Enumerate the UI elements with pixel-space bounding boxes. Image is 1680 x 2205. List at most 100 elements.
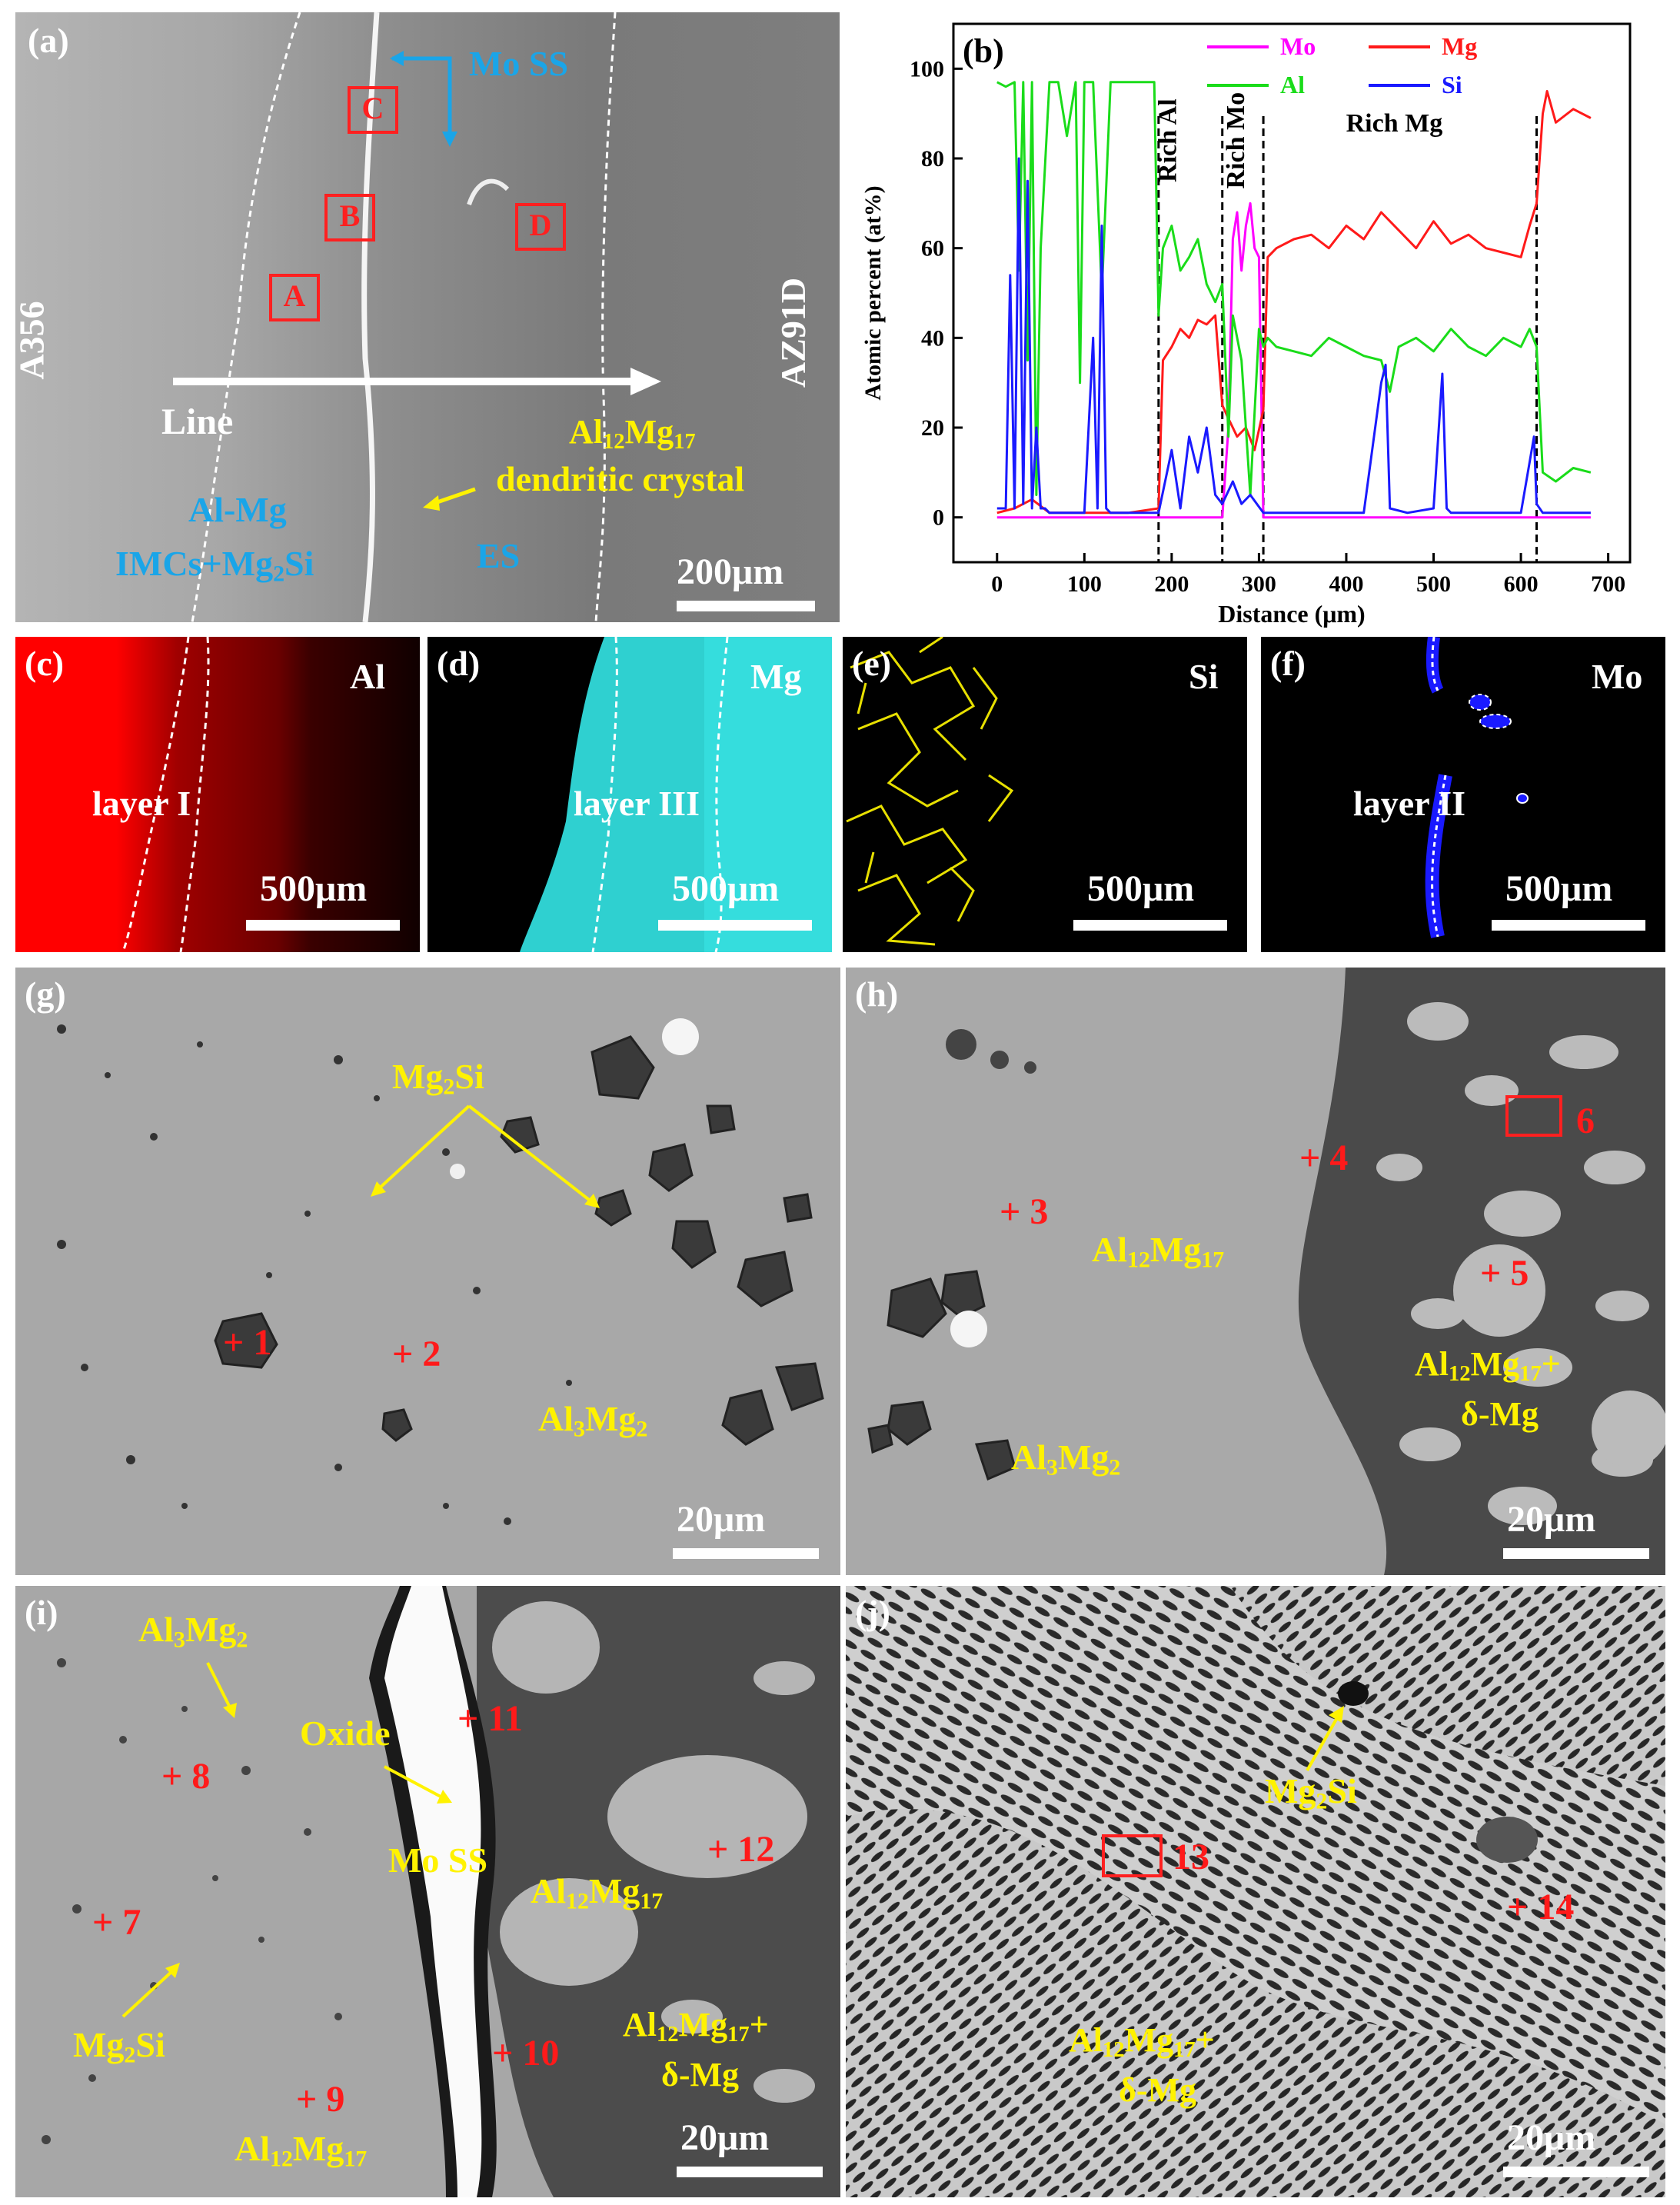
right-material-label: AZ91D xyxy=(773,277,813,388)
panel-i-oxide-label: Oxide xyxy=(300,1714,391,1753)
panel-a-background xyxy=(15,12,840,622)
series-line-si xyxy=(996,157,1591,515)
panel-c-scale-bar xyxy=(246,920,400,931)
panel-h-label: (h) xyxy=(855,974,899,1014)
point-13: 13 xyxy=(1173,1837,1209,1877)
panel-g-sem-image: (g) Mg2Si + 1 + 2 Al3Mg2 20μm xyxy=(15,968,840,1575)
panel-e-map xyxy=(846,637,1014,946)
point-8: + 8 xyxy=(161,1756,211,1797)
panel-c-element: Al xyxy=(350,657,385,696)
point-6: 6 xyxy=(1576,1101,1595,1141)
panel-h-eutectic-line2: δ-Mg xyxy=(1461,1395,1539,1433)
panel-j-mg2si-label: Mg2Si xyxy=(1265,1771,1357,1814)
panel-f-mo-map: (f) Mo layer II 500μm xyxy=(1261,637,1665,952)
panel-c-label: (c) xyxy=(25,644,65,683)
point-2: + 2 xyxy=(392,1334,441,1374)
panel-g-label: (g) xyxy=(25,974,66,1014)
left-material-label: A356 xyxy=(15,301,52,380)
panel-i-al12mg17-right: Al12Mg17 xyxy=(531,1871,664,1914)
box-b: B xyxy=(324,194,375,241)
imcs-mg2si-label: IMCs+Mg2Si xyxy=(115,544,314,587)
es-label: ES xyxy=(477,536,521,575)
x-tick-label-4: 400 xyxy=(1329,571,1363,597)
x-tick-label-0: 0 xyxy=(991,571,1003,597)
panel-f-scale-bar xyxy=(1492,920,1645,931)
panel-h-eutectic-line1: Al12Mg17+ xyxy=(1415,1345,1561,1387)
point-11: + 11 xyxy=(457,1698,523,1739)
point-9: + 9 xyxy=(296,2079,345,2120)
panel-d-mg-map: (d) Mg layer III 500μm xyxy=(427,637,832,952)
legend-label-mg: Mg xyxy=(1442,32,1477,60)
panel-i-mo-ss-label: Mo SS xyxy=(388,1840,488,1880)
panel-g-texture xyxy=(15,968,840,1575)
region-13-box xyxy=(1102,1834,1163,1877)
line-label: Line xyxy=(161,401,234,442)
panel-i-al12mg17-bottom: Al12Mg17 xyxy=(235,2129,368,2172)
panel-h-texture xyxy=(846,968,1665,1575)
panel-a-sem-image: (a) Mo SS C B D A A356 AZ91D Line Al12Mg… xyxy=(15,12,840,622)
x-tick-label-5: 500 xyxy=(1416,571,1451,597)
panel-j-label: (j) xyxy=(855,1593,890,1632)
panel-d-label: (d) xyxy=(437,644,481,683)
mo-ss-label: Mo SS xyxy=(469,44,569,83)
panel-c-al-map: (c) Al layer I 500μm xyxy=(15,637,420,952)
panel-h-scale-bar xyxy=(1503,1548,1649,1559)
x-tick-label-7: 700 xyxy=(1591,571,1625,597)
rich-mo-label: Rich Mo xyxy=(1222,92,1250,189)
dendritic-crystal-label: dendritic crystal xyxy=(496,459,745,498)
panel-b-chart: 0 100 200 300 400 500 600 700 0 20 40 60 80 100 Distan… xyxy=(846,12,1680,628)
panel-e-element: Si xyxy=(1189,657,1219,696)
panel-i-mg2si-label: Mg2Si xyxy=(73,2025,165,2068)
point-1: + 1 xyxy=(223,1322,272,1363)
point-14: + 14 xyxy=(1507,1887,1575,1927)
region-6-box xyxy=(1505,1095,1562,1137)
panel-c-scale-text: 500μm xyxy=(260,868,368,909)
panel-j-sem-image: (j) Mg2Si 13 + 14 Al12Mg17+ δ-Mg 20μm xyxy=(846,1586,1665,2197)
panel-j-scale-text: 20μm xyxy=(1507,2117,1596,2158)
al-mg-label: Al-Mg xyxy=(188,490,287,529)
box-a: A xyxy=(269,274,320,321)
legend-label-si: Si xyxy=(1442,71,1462,98)
panel-i-label: (i) xyxy=(25,1593,58,1632)
y-axis-label: Atomic percent (at%) xyxy=(860,185,886,400)
panel-i-eutectic-line1: Al12Mg17+ xyxy=(623,2006,769,2047)
line-chart: 0 100 200 300 400 500 600 700 0 20 40 60 80 100 Distan… xyxy=(860,22,1632,628)
panel-a-label: (a) xyxy=(28,21,69,60)
panel-f-scale-text: 500μm xyxy=(1505,868,1613,909)
y-tick-label-4: 80 xyxy=(921,146,944,172)
point-5: + 5 xyxy=(1480,1253,1529,1294)
panel-j-scale-bar xyxy=(1503,2167,1649,2177)
panel-d-scale-text: 500μm xyxy=(672,868,780,909)
panel-b-label: (b) xyxy=(963,32,1004,70)
y-tick-label-0: 0 xyxy=(933,505,944,531)
series-line-al xyxy=(996,81,1592,496)
panel-h-al3mg2-label: Al3Mg2 xyxy=(1011,1437,1121,1481)
panel-e-label: (e) xyxy=(852,644,892,683)
point-12: + 12 xyxy=(707,1829,775,1870)
panel-f-layer: layer II xyxy=(1353,784,1466,823)
point-10: + 10 xyxy=(492,2033,560,2073)
panel-e-scale-bar xyxy=(1073,920,1227,931)
panel-i-scale-text: 20μm xyxy=(680,2117,770,2158)
y-tick-label-5: 100 xyxy=(910,56,944,82)
panel-i-texture xyxy=(15,1586,840,2197)
panel-d-element: Mg xyxy=(750,657,802,696)
x-tick-label-2: 200 xyxy=(1154,571,1189,597)
rich-al-label: Rich Al xyxy=(1154,98,1183,182)
x-axis-label: Distance (μm) xyxy=(1218,600,1365,628)
y-tick-label-1: 20 xyxy=(921,415,944,441)
panel-g-scale-text: 20μm xyxy=(677,1499,766,1540)
panel-j-eutectic-line2: δ-Mg xyxy=(1119,2071,1197,2109)
panel-f-label: (f) xyxy=(1270,644,1306,683)
panel-i-sem-image: (i) Al3Mg2 Oxide + 7 + 8 + 9 + 10 + 11 +… xyxy=(15,1586,840,2197)
panel-j-texture xyxy=(846,1586,1665,2197)
panel-j-eutectic-line1: Al12Mg17+ xyxy=(1069,2021,1215,2063)
panel-f-map xyxy=(1425,637,1529,938)
panel-d-map xyxy=(520,637,832,952)
panel-h-al12mg17-label: Al12Mg17 xyxy=(1092,1230,1225,1273)
point-4: + 4 xyxy=(1299,1137,1349,1178)
panel-c-layer: layer I xyxy=(92,784,191,823)
panel-g-al3mg2-label: Al3Mg2 xyxy=(538,1399,648,1442)
rich-mg-label: Rich Mg xyxy=(1346,109,1443,138)
panel-h-scale-text: 20μm xyxy=(1507,1499,1596,1540)
